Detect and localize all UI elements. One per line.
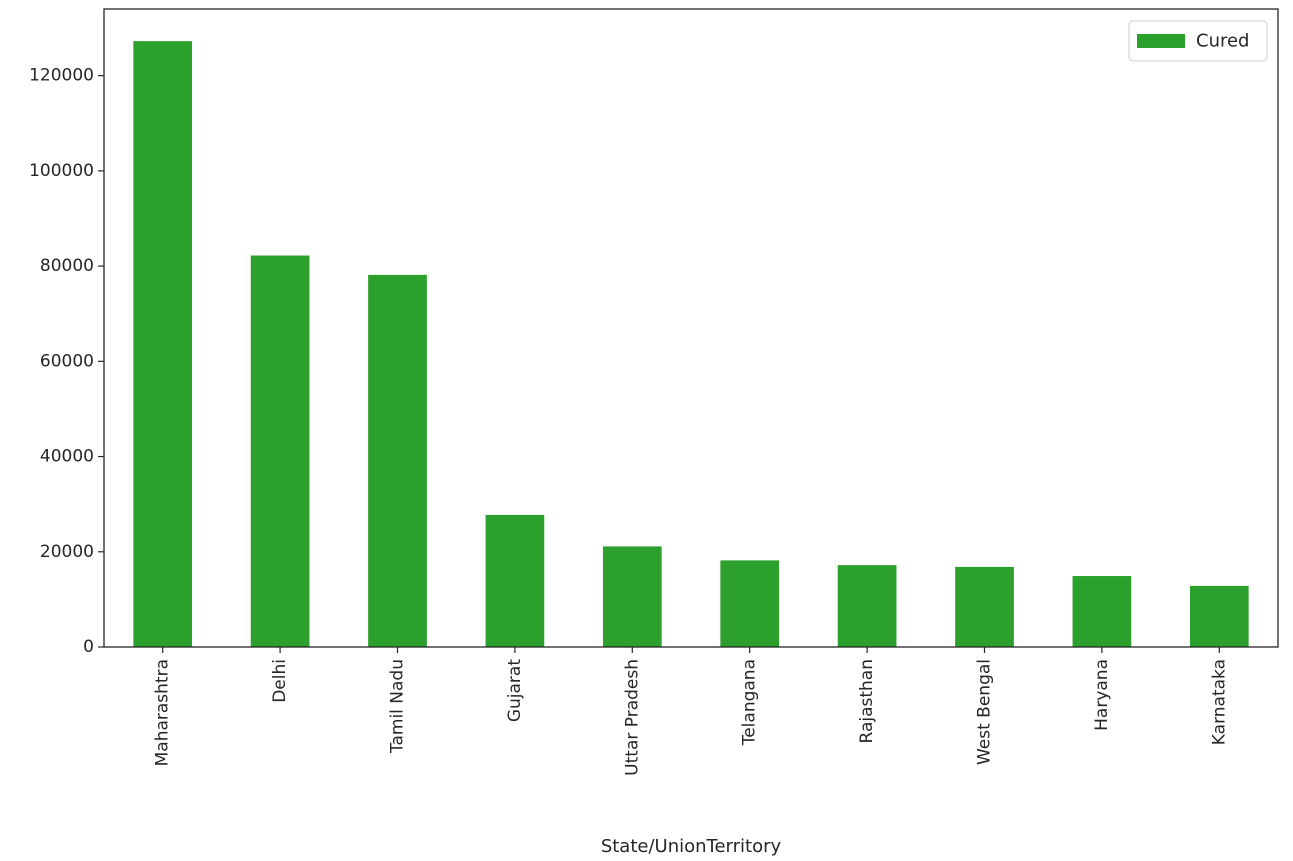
legend-swatch-cured: [1137, 34, 1185, 48]
legend: Cured: [1128, 20, 1268, 62]
bar-delhi: [250, 255, 310, 648]
legend-box: [1128, 20, 1268, 62]
x-tick-label-telangana: Telangana: [740, 659, 760, 746]
bar-maharashtra: [133, 41, 193, 647]
x-tick-label-uttar-pradesh: Uttar Pradesh: [622, 659, 642, 776]
bar-telangana: [720, 560, 780, 647]
y-axis: 0 20000 40000 60000 80000 100000 120000: [29, 66, 104, 657]
bar-gujarat: [485, 514, 545, 647]
x-axis-title: State/UnionTerritory: [601, 836, 782, 857]
bar-rajasthan: [837, 565, 897, 647]
x-axis: Maharashtra Delhi Tamil Nadu Gujarat Uttar P…: [153, 647, 1229, 776]
x-tick-label-maharashtra: Maharashtra: [153, 659, 173, 766]
y-tick-label-40000: 40000: [40, 447, 94, 467]
y-tick-label-120000: 120000: [29, 66, 94, 86]
y-tick-label-60000: 60000: [40, 351, 94, 371]
bar-west-bengal: [955, 566, 1014, 647]
bar-haryana: [1072, 576, 1132, 647]
legend-label-cured: Cured: [1196, 31, 1249, 52]
x-tick-label-haryana: Haryana: [1092, 659, 1112, 731]
y-tick-label-80000: 80000: [40, 256, 94, 276]
x-tick-label-gujarat: Gujarat: [505, 659, 525, 722]
bars-group: [133, 41, 1249, 648]
x-tick-label-tamil-nadu: Tamil Nadu: [388, 659, 408, 754]
x-tick-label-rajasthan: Rajasthan: [857, 659, 877, 744]
bar-uttar-pradesh: [602, 546, 662, 647]
y-tick-label-20000: 20000: [40, 542, 94, 562]
y-tick-label-100000: 100000: [29, 161, 94, 181]
bar-karnataka: [1189, 585, 1249, 647]
plot-frame: [103, 8, 1279, 648]
y-tick-label-0: 0: [83, 637, 94, 657]
x-tick-label-west-bengal: West Bengal: [975, 659, 995, 765]
x-tick-label-delhi: Delhi: [270, 659, 290, 703]
x-tick-label-karnataka: Karnataka: [1209, 659, 1229, 745]
bar-tamil-nadu: [368, 274, 427, 647]
